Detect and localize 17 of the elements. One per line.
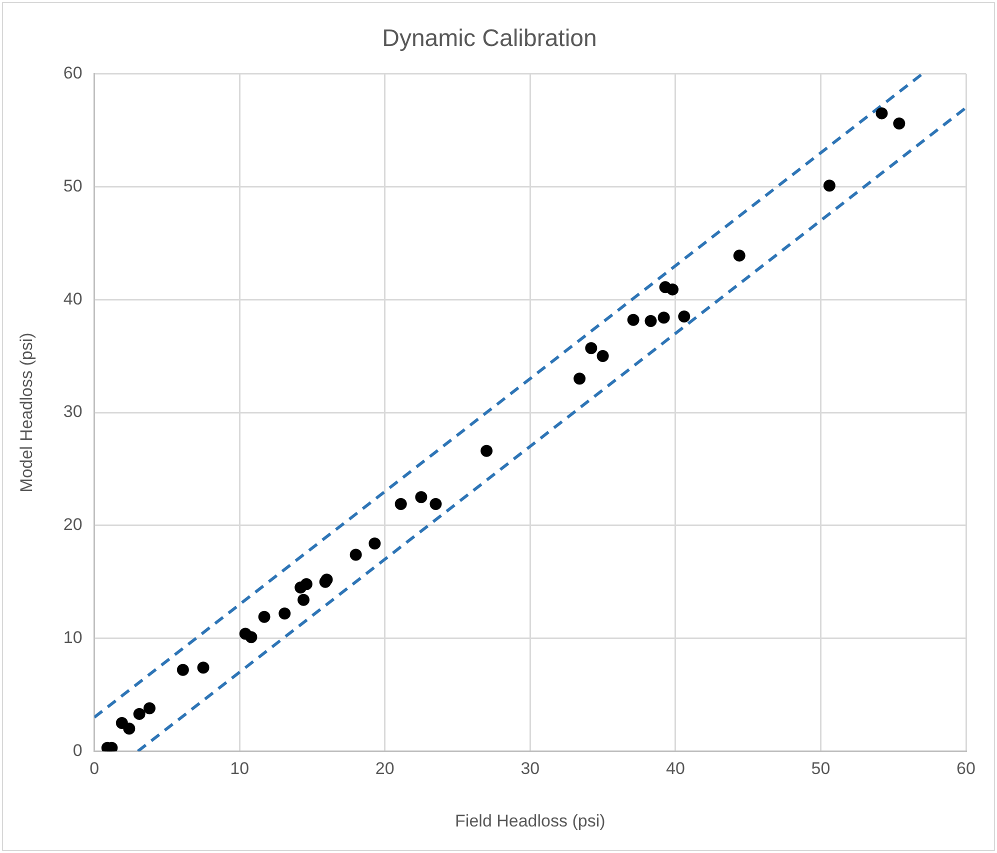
y-tick-label: 50: [63, 176, 82, 196]
y-tick-label: 60: [63, 63, 82, 82]
x-tick-label: 20: [375, 759, 394, 778]
chart-title: Dynamic Calibration: [382, 25, 597, 52]
x-axis-title: Field Headloss (psi): [455, 811, 606, 830]
x-tick-label: 30: [520, 759, 540, 778]
y-tick-label: 0: [72, 740, 82, 760]
y-tick-label: 20: [63, 515, 82, 534]
x-tick-label: 60: [956, 759, 976, 778]
y-tick-label: 40: [63, 289, 82, 308]
y-tick-label: 30: [63, 402, 82, 422]
x-tick-label: 10: [230, 759, 250, 778]
x-tick-label: 0: [90, 759, 100, 778]
x-tick-label: 50: [811, 759, 830, 778]
y-axis-title: Model Headloss (psi): [16, 332, 36, 492]
x-tick-label: 40: [666, 759, 685, 778]
y-tick-label: 10: [63, 628, 82, 647]
